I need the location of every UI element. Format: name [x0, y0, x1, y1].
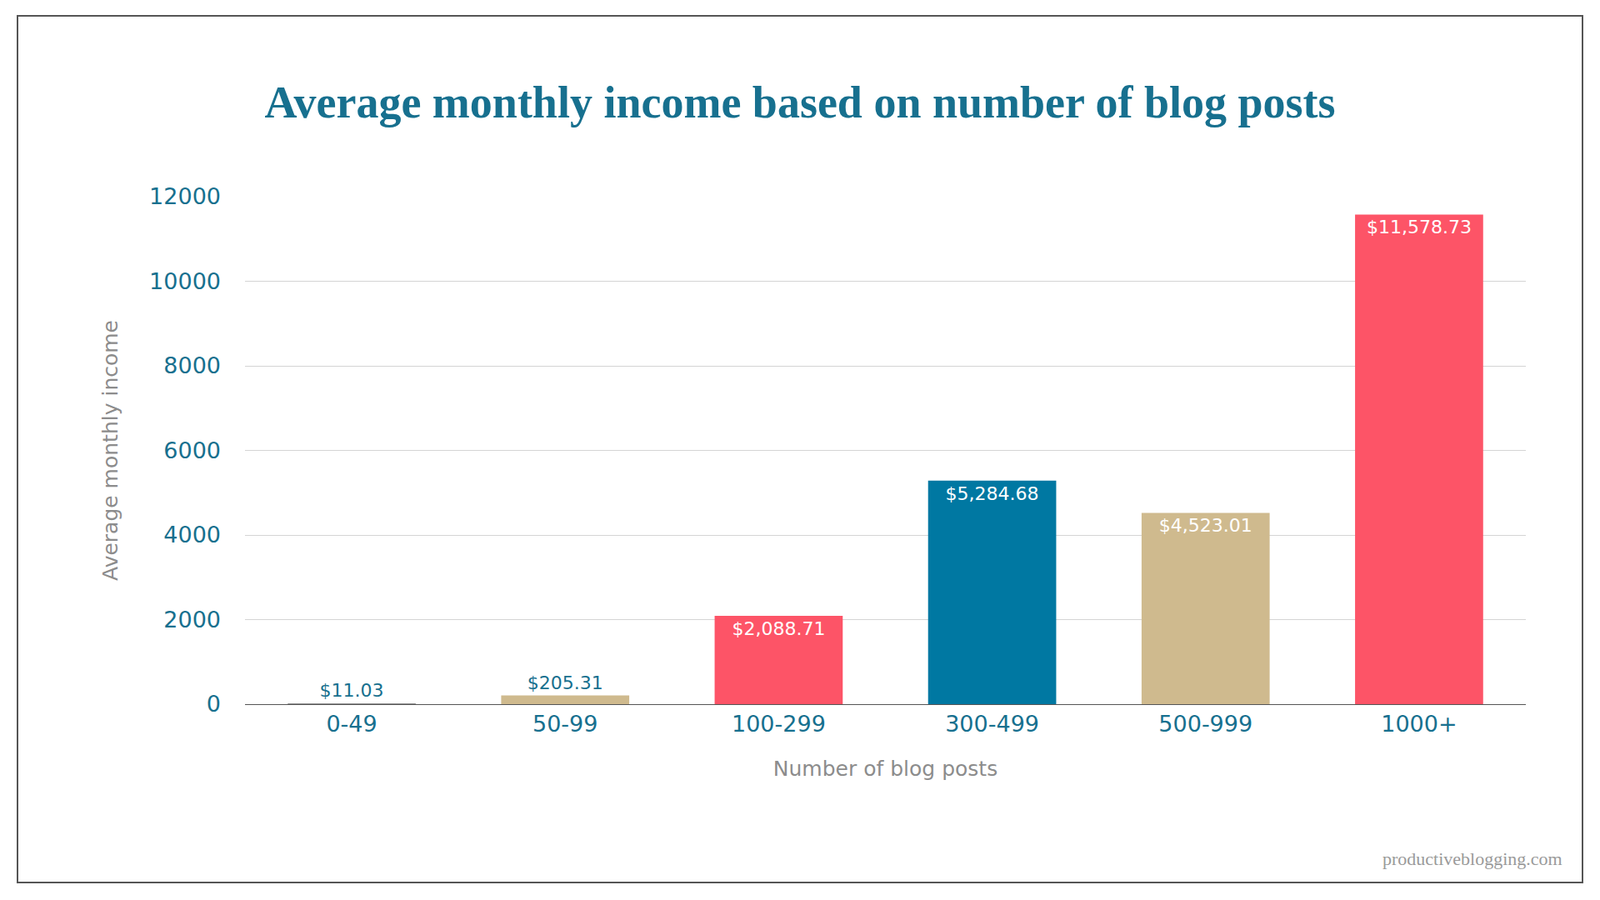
svg-text:$4,523.01: $4,523.01 — [1159, 515, 1253, 536]
svg-text:$11.03: $11.03 — [320, 680, 385, 701]
svg-text:6000: 6000 — [163, 437, 221, 464]
svg-text:productiveblogging.com: productiveblogging.com — [1382, 848, 1563, 870]
svg-text:8000: 8000 — [163, 352, 221, 379]
svg-text:300-499: 300-499 — [945, 710, 1040, 737]
svg-text:Number of blog posts: Number of blog posts — [773, 756, 998, 781]
svg-text:0: 0 — [206, 690, 221, 717]
svg-text:$2,088.71: $2,088.71 — [731, 618, 825, 640]
svg-text:0-49: 0-49 — [325, 710, 377, 737]
svg-text:50-99: 50-99 — [532, 710, 598, 737]
svg-text:1000+: 1000+ — [1380, 710, 1457, 737]
svg-text:500-999: 500-999 — [1158, 710, 1253, 737]
svg-text:4000: 4000 — [163, 521, 221, 548]
svg-text:10000: 10000 — [149, 268, 221, 295]
svg-text:$5,284.68: $5,284.68 — [945, 483, 1040, 505]
svg-text:$11,578.73: $11,578.73 — [1366, 216, 1472, 238]
svg-text:100-299: 100-299 — [731, 710, 826, 737]
svg-text:$205.31: $205.31 — [527, 672, 604, 694]
svg-text:Average monthly income based o: Average monthly income based on number o… — [264, 77, 1335, 128]
svg-text:2000: 2000 — [163, 606, 221, 633]
svg-text:12000: 12000 — [149, 183, 221, 210]
svg-text:Average monthly income: Average monthly income — [98, 320, 123, 581]
